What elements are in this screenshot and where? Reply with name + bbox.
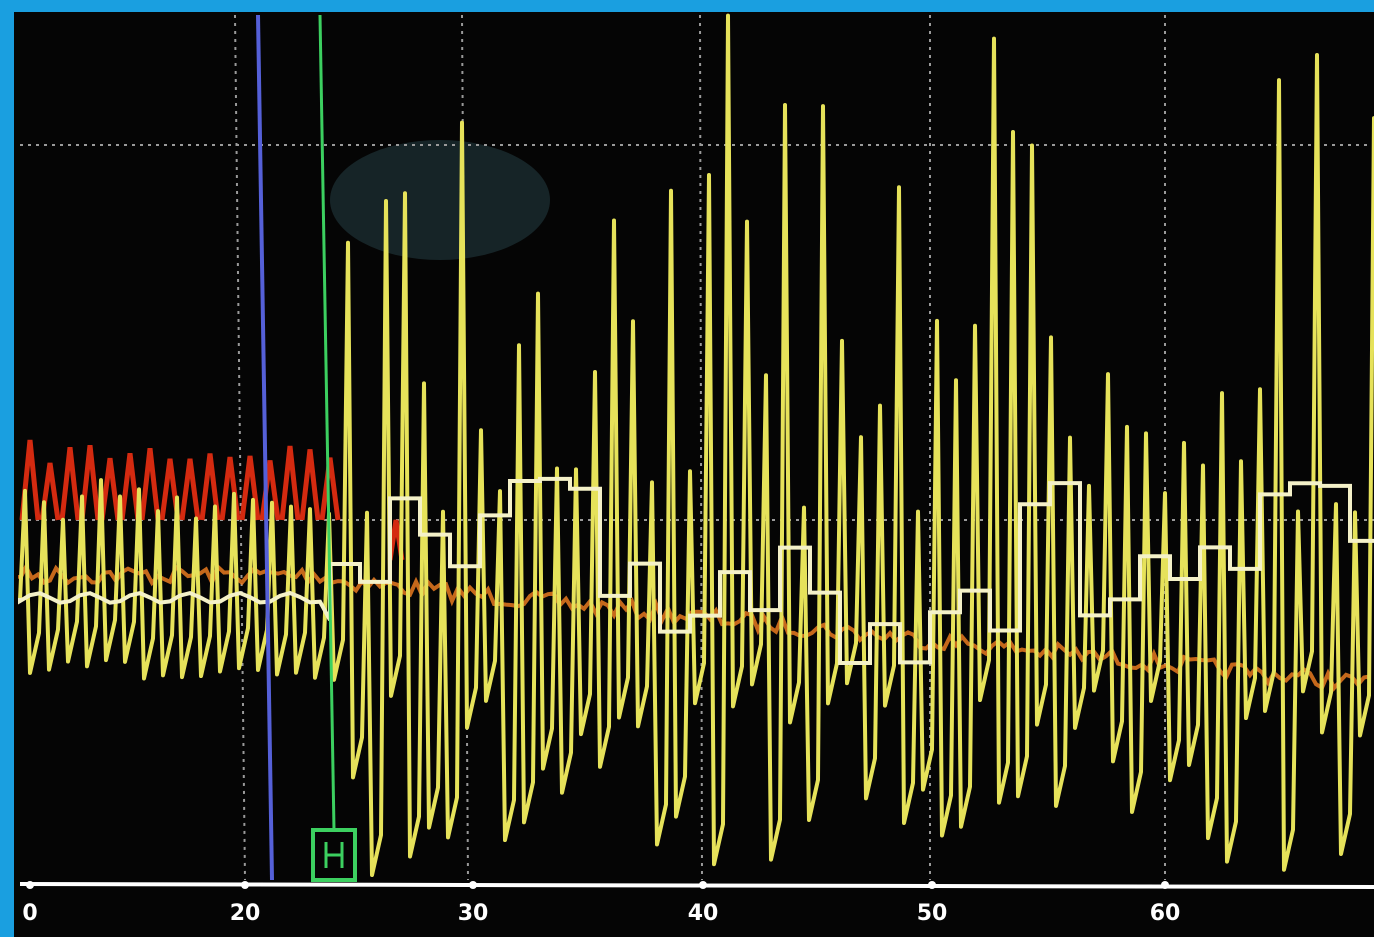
axis-label: 20 bbox=[230, 901, 261, 926]
reflection bbox=[330, 140, 550, 260]
axis-label: 40 bbox=[688, 901, 719, 926]
axis-dot bbox=[1161, 881, 1169, 889]
axis-dot bbox=[699, 881, 707, 889]
axis-label: 60 bbox=[1150, 901, 1181, 926]
axis-dot bbox=[241, 881, 249, 889]
page: 02030405060 (() => { const data = JSON.p… bbox=[0, 0, 1374, 937]
display bbox=[14, 12, 1374, 937]
axis-label: 0 bbox=[22, 901, 37, 926]
axis-dot bbox=[26, 881, 34, 889]
axis-dot bbox=[469, 881, 477, 889]
oscilloscope-screen: 0 20 30 40 50 60 bbox=[0, 0, 1374, 937]
axis-dot bbox=[928, 881, 936, 889]
axis-label: 30 bbox=[458, 901, 489, 926]
axis-label: 50 bbox=[917, 901, 948, 926]
